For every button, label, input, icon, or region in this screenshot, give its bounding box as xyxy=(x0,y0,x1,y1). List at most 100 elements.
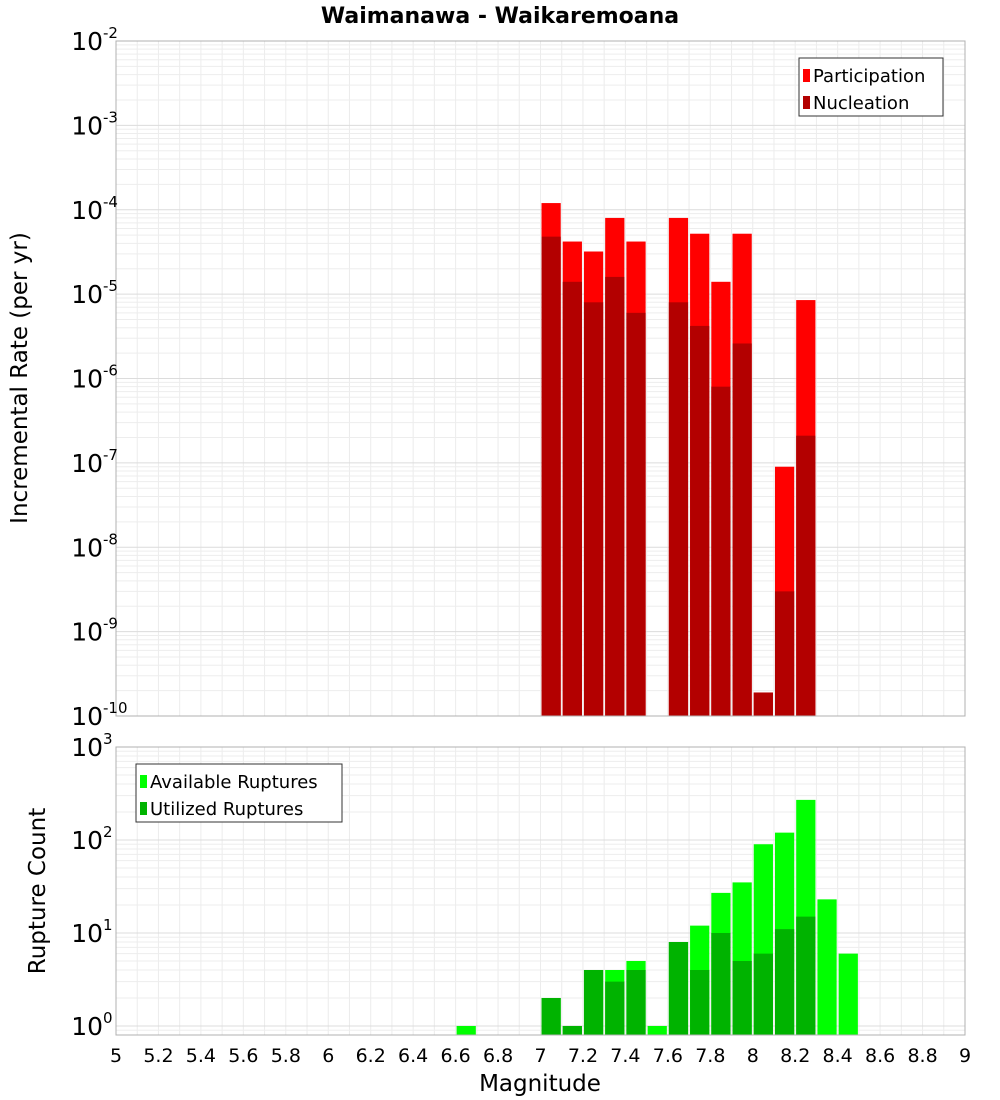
bar-nucleation-7.15 xyxy=(562,281,582,716)
x-tick-label: 8.8 xyxy=(907,1045,937,1067)
bar-nucleation-7.05 xyxy=(541,236,561,716)
y-tick-label: 10 xyxy=(71,27,103,56)
x-tick-label: 7.4 xyxy=(610,1045,640,1067)
x-tick-label: 9 xyxy=(959,1045,971,1067)
bar-utilized-ruptures-7.75 xyxy=(690,969,710,1035)
bar-available-ruptures-8.35 xyxy=(817,899,837,1035)
bar-nucleation-7.85 xyxy=(711,386,731,716)
y-tick-exponent: 3 xyxy=(103,730,113,748)
bar-nucleation-8.25 xyxy=(796,435,816,716)
y-tick-label: 10 xyxy=(71,449,103,478)
y-tick-exponent: 2 xyxy=(103,823,113,841)
legend-swatch-participation xyxy=(803,69,810,82)
bottom-legend: Available Ruptures Utilized Ruptures xyxy=(135,763,343,823)
y-tick-exponent: 0 xyxy=(103,1009,113,1027)
bar-utilized-ruptures-7.25 xyxy=(583,969,604,1035)
x-tick-label: 7 xyxy=(534,1045,546,1067)
bar-available-ruptures-6.65 xyxy=(456,1025,476,1035)
y-tick-exponent: -3 xyxy=(103,108,118,126)
bottom-plot-grid xyxy=(116,747,965,1035)
chart-title: Waimanawa - Waikaremoana xyxy=(321,4,679,29)
x-tick-label: 6 xyxy=(322,1045,334,1067)
y-tick-label: 10 xyxy=(71,733,103,762)
bar-utilized-ruptures-8.15 xyxy=(774,929,795,1035)
bar-nucleation-7.75 xyxy=(690,325,710,716)
top-legend: Participation Nucleation xyxy=(798,57,944,117)
x-tick-label: 6.6 xyxy=(440,1045,470,1067)
x-tick-label: 5.4 xyxy=(186,1045,216,1067)
bar-nucleation-8.05 xyxy=(753,692,773,716)
bar-utilized-ruptures-7.05 xyxy=(541,997,561,1035)
bar-utilized-ruptures-7.15 xyxy=(562,1025,582,1035)
legend-label-participation: Participation xyxy=(813,66,925,87)
legend-swatch-utilized-ruptures xyxy=(140,802,147,815)
legend-swatch-available-ruptures xyxy=(140,775,147,788)
x-tick-label: 6.2 xyxy=(356,1045,386,1067)
bottom-y-axis-label: Rupture Count xyxy=(25,808,51,974)
x-tick-label: 7.8 xyxy=(695,1045,725,1067)
bar-nucleation-7.65 xyxy=(668,302,689,716)
x-tick-label: 7.6 xyxy=(653,1045,683,1067)
bottom-plot-frame xyxy=(115,746,966,1036)
bar-available-ruptures-7.55 xyxy=(647,1025,667,1035)
legend-box xyxy=(135,763,343,823)
x-tick-label: 6.4 xyxy=(398,1045,428,1067)
bar-nucleation-8.15 xyxy=(774,591,795,716)
bar-utilized-ruptures-8.05 xyxy=(753,953,773,1035)
bottom-plot-bars xyxy=(456,799,858,1035)
x-tick-label: 8.4 xyxy=(823,1045,853,1067)
y-tick-exponent: -8 xyxy=(103,530,118,548)
y-tick-label: 10 xyxy=(71,280,103,309)
y-tick-label: 10 xyxy=(71,196,103,225)
y-tick-exponent: -7 xyxy=(103,446,118,464)
bar-utilized-ruptures-7.65 xyxy=(668,942,689,1035)
x-tick-label: 8.2 xyxy=(780,1045,810,1067)
y-tick-label: 10 xyxy=(71,533,103,562)
y-tick-exponent: -9 xyxy=(103,615,118,633)
y-tick-label: 10 xyxy=(71,111,103,140)
top-plot-grid xyxy=(116,41,965,716)
top-plot-frame xyxy=(115,40,966,717)
x-axis-label: Magnitude xyxy=(479,1071,601,1097)
x-tick-label: 5.8 xyxy=(271,1045,301,1067)
x-tick-label: 5.2 xyxy=(143,1045,173,1067)
bar-utilized-ruptures-7.95 xyxy=(732,960,752,1035)
x-tick-label: 8.6 xyxy=(865,1045,895,1067)
x-tick-label: 5.6 xyxy=(228,1045,258,1067)
y-tick-exponent: -10 xyxy=(103,699,128,717)
bar-nucleation-7.35 xyxy=(605,276,625,716)
legend-swatch-nucleation xyxy=(803,96,810,109)
bar-available-ruptures-8.45 xyxy=(838,953,858,1035)
y-tick-exponent: -5 xyxy=(103,277,118,295)
bar-utilized-ruptures-7.45 xyxy=(626,969,646,1035)
y-tick-label: 10 xyxy=(71,618,103,647)
y-tick-exponent: -6 xyxy=(103,362,118,380)
y-tick-label: 10 xyxy=(71,1012,103,1041)
y-tick-exponent: 1 xyxy=(103,916,113,934)
bar-nucleation-7.45 xyxy=(626,312,646,716)
y-tick-label: 10 xyxy=(71,919,103,948)
y-tick-label: 10 xyxy=(71,702,103,731)
legend-label-available-ruptures: Available Ruptures xyxy=(150,772,318,793)
y-tick-label: 10 xyxy=(71,365,103,394)
legend-label-utilized-ruptures: Utilized Ruptures xyxy=(150,799,303,820)
y-tick-exponent: -2 xyxy=(103,24,118,42)
y-tick-exponent: -4 xyxy=(103,193,118,211)
x-tick-labels: 5 5.2 5.4 5.6 5.8 6 6.2 6.4 6.6 6.8 7 7.2 7.4 7.6 7.8 8… xyxy=(110,1045,971,1067)
y-tick-label: 10 xyxy=(71,826,103,855)
top-y-axis-label: Incremental Rate (per yr) xyxy=(7,232,33,524)
bar-utilized-ruptures-7.35 xyxy=(605,981,625,1035)
top-plot-bars xyxy=(541,203,816,717)
x-tick-label: 7.2 xyxy=(568,1045,598,1067)
x-tick-label: 6.8 xyxy=(483,1045,513,1067)
legend-box xyxy=(798,57,944,117)
x-tick-label: 5 xyxy=(110,1045,122,1067)
bar-nucleation-7.95 xyxy=(732,343,752,716)
bar-nucleation-7.25 xyxy=(583,302,604,716)
bar-utilized-ruptures-8.25 xyxy=(796,916,816,1035)
x-tick-label: 8 xyxy=(747,1045,759,1067)
legend-label-nucleation: Nucleation xyxy=(813,93,909,114)
